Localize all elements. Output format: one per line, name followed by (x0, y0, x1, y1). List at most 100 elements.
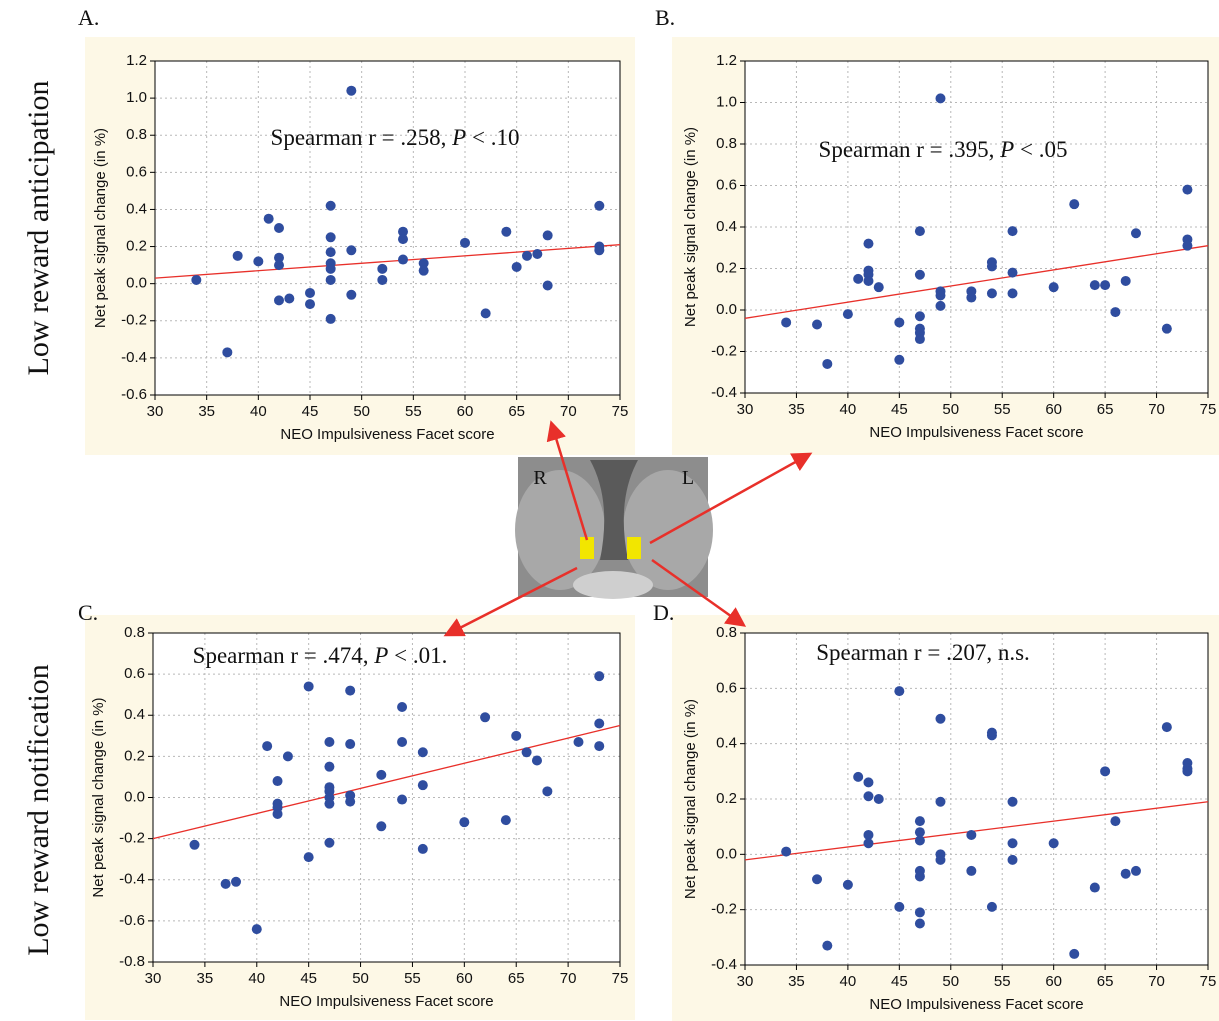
plot-area (155, 61, 620, 395)
data-point (325, 200, 336, 211)
annotation: Spearman r = .207, n.s. (816, 640, 1030, 665)
y-tick-label: -0.2 (711, 901, 737, 918)
data-point (894, 901, 905, 912)
annotation-part: < .01. (388, 643, 447, 668)
plot-frame (152, 632, 621, 963)
data-point (1007, 267, 1018, 278)
data-point (346, 85, 357, 96)
x-tick-label: 45 (891, 973, 908, 990)
data-point (253, 256, 264, 267)
y-tick-label: 0.6 (716, 176, 737, 193)
x-tick-label: 55 (994, 401, 1011, 418)
data-point (460, 237, 470, 248)
y-tick-label: -0.6 (119, 912, 145, 929)
data-point (262, 741, 273, 752)
data-point (346, 245, 357, 256)
data-point (935, 854, 946, 865)
y-tick-label: 1.2 (126, 52, 147, 69)
data-point (398, 234, 408, 245)
data-point (863, 238, 874, 249)
data-point (191, 274, 202, 285)
x-tick-label: 35 (788, 973, 805, 990)
panel-letter: C. (78, 600, 98, 625)
data-point (325, 313, 336, 324)
data-point (914, 334, 925, 345)
y-tick-label: 0.2 (716, 790, 737, 807)
data-point (573, 736, 584, 747)
data-point (345, 739, 356, 750)
x-tick-label: 60 (1045, 973, 1062, 990)
y-tick-label: 0.2 (716, 259, 737, 276)
data-point (914, 835, 925, 846)
data-point (822, 940, 833, 951)
data-point (1130, 865, 1141, 876)
data-point (1182, 184, 1193, 195)
x-tick-label: 60 (456, 970, 473, 987)
data-point (1182, 240, 1193, 251)
y-tick-label: -0.4 (711, 956, 737, 973)
annotation: Spearman r = .258, P < .10 (271, 125, 520, 150)
data-point (324, 837, 335, 848)
data-point (863, 275, 874, 286)
y-tick-label: 0.4 (124, 706, 145, 723)
data-point (345, 685, 356, 696)
y-tick-label: 0.8 (126, 126, 147, 143)
panel-letter: A. (78, 5, 99, 30)
data-point (1048, 282, 1059, 293)
data-point (812, 874, 823, 885)
data-point (966, 829, 977, 840)
data-point (935, 300, 946, 311)
data-point (594, 718, 605, 729)
x-tick-label: 60 (1045, 401, 1062, 418)
data-point (1048, 838, 1059, 849)
data-point (853, 771, 864, 782)
data-point (594, 200, 605, 211)
data-point (232, 250, 243, 261)
data-point (459, 817, 470, 828)
data-point (1110, 307, 1121, 318)
fit-line (744, 245, 1209, 319)
x-tick-label: 65 (508, 403, 525, 420)
data-point (1007, 288, 1018, 299)
data-point (398, 254, 408, 265)
data-point (346, 289, 357, 300)
data-point (914, 907, 925, 918)
data-point (914, 226, 925, 237)
y-tick-label: 0.0 (716, 845, 737, 862)
row-label: Low reward notification (22, 664, 55, 956)
annotation-part: P (451, 125, 466, 150)
annotation-part: < .10 (466, 125, 519, 150)
x-tick-label: 50 (353, 403, 370, 420)
annotation-part: Spearman r = .207, n.s. (816, 640, 1030, 665)
x-tick-label: 60 (457, 403, 474, 420)
data-point (935, 93, 946, 104)
x-tick-label: 40 (840, 401, 857, 418)
data-point (325, 232, 336, 243)
data-point (1089, 280, 1100, 291)
y-tick-label: -0.6 (121, 386, 147, 403)
y-tick-label: 0.2 (124, 747, 145, 764)
data-point (1069, 948, 1080, 959)
y-tick-label: 0.4 (716, 218, 737, 235)
panel-letter: B. (655, 5, 675, 30)
data-point (935, 290, 946, 301)
data-point (1100, 766, 1111, 777)
data-point (1007, 838, 1018, 849)
data-point (272, 808, 283, 819)
data-point (894, 354, 905, 365)
data-point (522, 250, 532, 261)
x-tick-label: 75 (1200, 973, 1217, 990)
data-point (189, 839, 200, 850)
x-tick-label: 30 (737, 401, 754, 418)
y-tick-label: 0.8 (716, 624, 737, 641)
data-point (542, 786, 553, 797)
data-point (418, 265, 429, 276)
x-tick-label: 45 (300, 970, 317, 987)
y-tick-label: -0.8 (119, 953, 145, 970)
y-tick-label: 0.8 (124, 624, 145, 641)
x-tick-label: 40 (840, 973, 857, 990)
panel-letter: D. (653, 600, 674, 625)
y-tick-label: 0.0 (124, 788, 145, 805)
data-point (397, 794, 408, 805)
data-point (272, 776, 283, 787)
